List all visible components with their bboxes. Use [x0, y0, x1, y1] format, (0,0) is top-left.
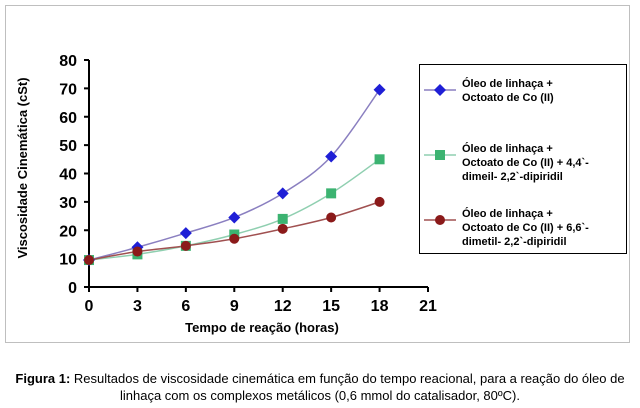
y-tick-label: 70 [59, 81, 77, 98]
series-2-point [326, 188, 337, 199]
series-1-point [179, 227, 192, 240]
y-tick-label: 10 [59, 252, 77, 269]
legend-key-marker [434, 84, 446, 96]
series-3-point [277, 223, 288, 234]
legend-item-2: Óleo de linhaça + Octoato de Co (II) + 4,… [420, 142, 626, 190]
y-axis-title: Viscosidade Cinemática (cSt) [15, 77, 30, 258]
legend-label-line: Octoato de Co (II) + 4,4`- [462, 157, 589, 169]
x-axis-title: Tempo de reação (horas) [185, 320, 339, 335]
axes: 0 10 20 30 40 50 60 70 80 0 3 6 9 12 15 18 21 [59, 53, 437, 315]
series-3-point [326, 212, 337, 223]
legend: Óleo de linhaça + Octoato de Co (II) Óleo … [419, 64, 627, 254]
y-tick-label: 80 [59, 53, 77, 70]
y-tick-label: 40 [59, 167, 77, 184]
series-3-point [132, 246, 143, 257]
legend-label-line: Óleo de linhaça + [462, 143, 553, 155]
series-3-point [374, 196, 385, 207]
series-2-point [277, 213, 288, 224]
chart: 0 10 20 30 40 50 60 70 80 0 3 6 9 12 15 18 21 Viscosidad… [15, 53, 437, 335]
series-1-point [325, 150, 338, 163]
series-1-point [276, 187, 289, 200]
legend-label-line: Octoato de Co (II) + 6,6`- [462, 222, 589, 234]
legend-key-2 [424, 150, 456, 160]
legend-key-marker [435, 215, 445, 225]
series-markers [83, 83, 386, 267]
legend-label-line: Óleo de linhaça + [462, 208, 553, 220]
series-2-point [374, 154, 385, 165]
legend-item-3: Óleo de linhaça + Octoato de Co (II) + 6,… [420, 207, 626, 255]
legend-label-2: Óleo de linhaça + Octoato de Co (II) + 4,… [462, 142, 626, 184]
series-3-point [180, 240, 191, 251]
series-1-point [373, 83, 386, 96]
series-2-line [88, 158, 381, 261]
legend-label-line: dimetil- 2,2`-dipiridil [462, 236, 567, 248]
caption-text: Resultados de viscosidade cinemática em … [70, 371, 625, 403]
legend-label-1: Óleo de linhaça + Octoato de Co (II) [462, 77, 626, 105]
legend-label-line: Óleo de linhaça + [462, 78, 553, 90]
series-1-point [228, 211, 241, 224]
x-tick-label: 15 [322, 298, 340, 315]
x-tick-label: 3 [133, 298, 142, 315]
caption-label: Figura 1: [15, 371, 71, 386]
legend-key-marker [435, 150, 445, 160]
x-tick-label: 12 [274, 298, 292, 315]
x-tick-label: 18 [371, 298, 389, 315]
x-tick-label: 21 [419, 298, 437, 315]
y-tick-label: 50 [59, 138, 77, 155]
legend-label-3: Óleo de linhaça + Octoato de Co (II) + 6,… [462, 207, 626, 249]
legend-item-1: Óleo de linhaça + Octoato de Co (II) [420, 77, 626, 125]
y-tick-label: 60 [59, 110, 77, 127]
legend-label-line: dimeil- 2,2`-dipiridil [462, 171, 563, 183]
legend-label-line: Octoato de Co (II) [462, 92, 554, 104]
legend-key-1 [424, 84, 456, 96]
legend-key-3 [424, 215, 456, 225]
y-tick-label: 0 [68, 280, 77, 297]
x-tick-label: 0 [85, 298, 94, 315]
figure-caption: Figura 1: Resultados de viscosidade cine… [6, 370, 634, 404]
x-tick-label: 9 [230, 298, 239, 315]
series-3-point [84, 255, 94, 266]
y-tick-label: 20 [59, 223, 77, 240]
y-tick-label: 30 [59, 195, 77, 212]
series-3-point [229, 233, 240, 244]
x-tick-label: 6 [181, 298, 190, 315]
